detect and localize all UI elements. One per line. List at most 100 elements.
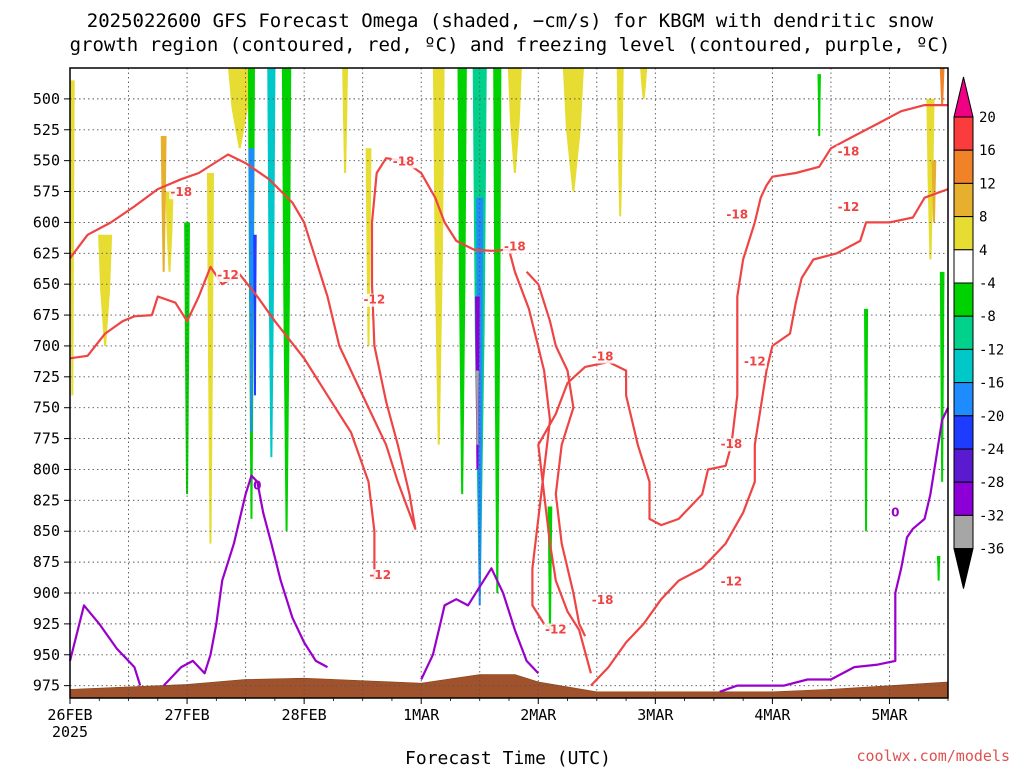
- terrain-surface: [69, 674, 949, 699]
- credit-text: coolwx.com/models: [856, 747, 1010, 765]
- y-tick-label-525: 525: [33, 121, 60, 139]
- x-tick-label-5MAR: 5MAR: [871, 706, 908, 724]
- dendritic-label-4: -18: [504, 240, 526, 254]
- colorbar-label-12: -32: [979, 508, 1004, 524]
- grid-lines: [70, 68, 948, 698]
- dendritic-label-bg-5: [368, 569, 393, 583]
- dendritic-label-6: -18: [592, 350, 614, 364]
- colorbar: 20 16 12 8 4 -4 -8 -12 -16 -20 -24 -28 -32 -36: [953, 76, 1004, 589]
- omega-shade-24: [640, 68, 648, 99]
- colorbar-seg-7: [953, 348, 974, 384]
- y-tick-label-675: 675: [33, 306, 60, 324]
- dendritic-label-bg-11: [719, 438, 744, 452]
- omega-shade-6: [281, 68, 292, 532]
- omega-shade-21: [507, 68, 522, 173]
- y-tick-label-975: 975: [33, 677, 60, 695]
- omega-shading: [70, 68, 945, 631]
- dendritic-label-9: -18: [726, 207, 748, 221]
- colorbar-label-9: -20: [979, 409, 1004, 425]
- dendritic-label-bg-4: [502, 240, 527, 254]
- y-tick-label-800: 800: [33, 460, 60, 478]
- y-tick-label-775: 775: [33, 430, 60, 448]
- colorbar-seg-12: [953, 514, 974, 550]
- y-tick-label-950: 950: [33, 646, 60, 664]
- chart-title-line-2: growth region (contoured, red, ºC) and f…: [70, 34, 951, 56]
- y-tick-label-750: 750: [33, 399, 60, 417]
- omega-shade-32: [936, 555, 941, 581]
- colorbar-label-5: -4: [979, 276, 996, 292]
- colorbar-label-6: -8: [979, 309, 996, 325]
- colorbar-label-1: 16: [979, 143, 996, 159]
- dendritic-label-1: -12: [217, 268, 239, 282]
- dendritic-label-0: -18: [170, 185, 192, 199]
- dendritic-label-bg-8: [590, 593, 615, 607]
- colorbar-seg-4: [953, 249, 974, 284]
- y-axis: 500 525 550 575 600 625 650 675 700 725 750 775 800 8…: [33, 90, 70, 695]
- omega-shade-3: [228, 68, 252, 149]
- dendritic-label-14: -12: [838, 200, 860, 214]
- dendritic-label-bg-13: [836, 145, 861, 159]
- chart-title-line-1: 2025022600 GFS Forecast Omega (shaded, −…: [87, 10, 934, 32]
- freezing-label-1: 0: [891, 506, 899, 520]
- contour-labels: -18 -12 -18 -12 -18 -12 -18 -12 -18 -18 -12 -18 -12 -…: [169, 144, 899, 637]
- freezing-contour-3: [420, 567, 540, 680]
- dendritic-label-7: -12: [545, 623, 567, 637]
- omega-shade-13: [365, 148, 372, 346]
- y-tick-label-600: 600: [33, 213, 60, 231]
- y-tick-label-825: 825: [33, 491, 60, 509]
- dendritic-label-11: -18: [721, 437, 743, 451]
- dendritic-label-3: -12: [364, 293, 386, 307]
- colorbar-seg-5: [953, 282, 974, 317]
- dendritic-label-bg-10: [742, 355, 767, 369]
- contour-minus12-a: [69, 265, 376, 581]
- x-tick-sublabel: 2025: [52, 723, 88, 741]
- dendritic-label-bg-12: [719, 575, 744, 589]
- colorbar-seg-9: [953, 415, 974, 450]
- dendritic-label-bg-7: [543, 623, 568, 637]
- y-tick-label-850: 850: [33, 522, 60, 540]
- dendritic-label-13: -18: [838, 144, 860, 158]
- colorbar-seg-1: [953, 149, 974, 184]
- freezing-contour-4: [719, 407, 949, 693]
- x-tick-label-4MAR: 4MAR: [754, 706, 791, 724]
- omega-shade-12: [342, 68, 349, 173]
- x-axis-title: Forecast Time (UTC): [405, 748, 611, 768]
- colorbar-label-4: 4: [979, 243, 987, 259]
- x-tick-label-28FEB: 28FEB: [282, 706, 327, 724]
- x-tick-label-2MAR: 2MAR: [520, 706, 557, 724]
- contour-minus18-a: [69, 153, 553, 631]
- colorbar-label-10: -24: [979, 442, 1004, 458]
- dendritic-label-2: -18: [393, 154, 415, 168]
- y-tick-label-625: 625: [33, 244, 60, 262]
- y-tick-label-700: 700: [33, 337, 60, 355]
- omega-shade-14: [432, 68, 445, 445]
- colorbar-seg-8: [953, 382, 974, 417]
- y-tick-label-550: 550: [33, 152, 60, 170]
- y-tick-label-875: 875: [33, 553, 60, 571]
- colorbar-label-2: 12: [979, 176, 996, 192]
- freezing-contour-2: [162, 474, 329, 687]
- y-tick-label-900: 900: [33, 584, 60, 602]
- x-tick-label-27FEB: 27FEB: [164, 706, 209, 724]
- colorbar-seg-2: [953, 182, 974, 218]
- colorbar-under: [953, 548, 974, 589]
- freezing-label-0: 0: [253, 479, 261, 493]
- omega-shade-29: [931, 160, 937, 223]
- omega-shade-10: [184, 222, 190, 495]
- colorbar-label-13: -36: [979, 542, 1004, 558]
- terrain-fill: [69, 674, 949, 699]
- colorbar-seg-11: [953, 481, 974, 516]
- dendritic-label-12: -12: [721, 574, 743, 588]
- y-tick-label-725: 725: [33, 368, 60, 386]
- colorbar-seg-6: [953, 315, 974, 350]
- colorbar-label-0: 20: [979, 110, 996, 126]
- omega-shade-20: [493, 68, 502, 593]
- contour-minus12-c: [590, 188, 949, 687]
- dendritic-label-bg-9: [725, 208, 750, 222]
- omega-shade-28: [926, 98, 935, 260]
- omega-shade-23: [616, 68, 624, 217]
- colorbar-label-11: -28: [979, 475, 1004, 491]
- dendritic-contours: [69, 104, 949, 687]
- freezing-level-contours: [68, 407, 949, 693]
